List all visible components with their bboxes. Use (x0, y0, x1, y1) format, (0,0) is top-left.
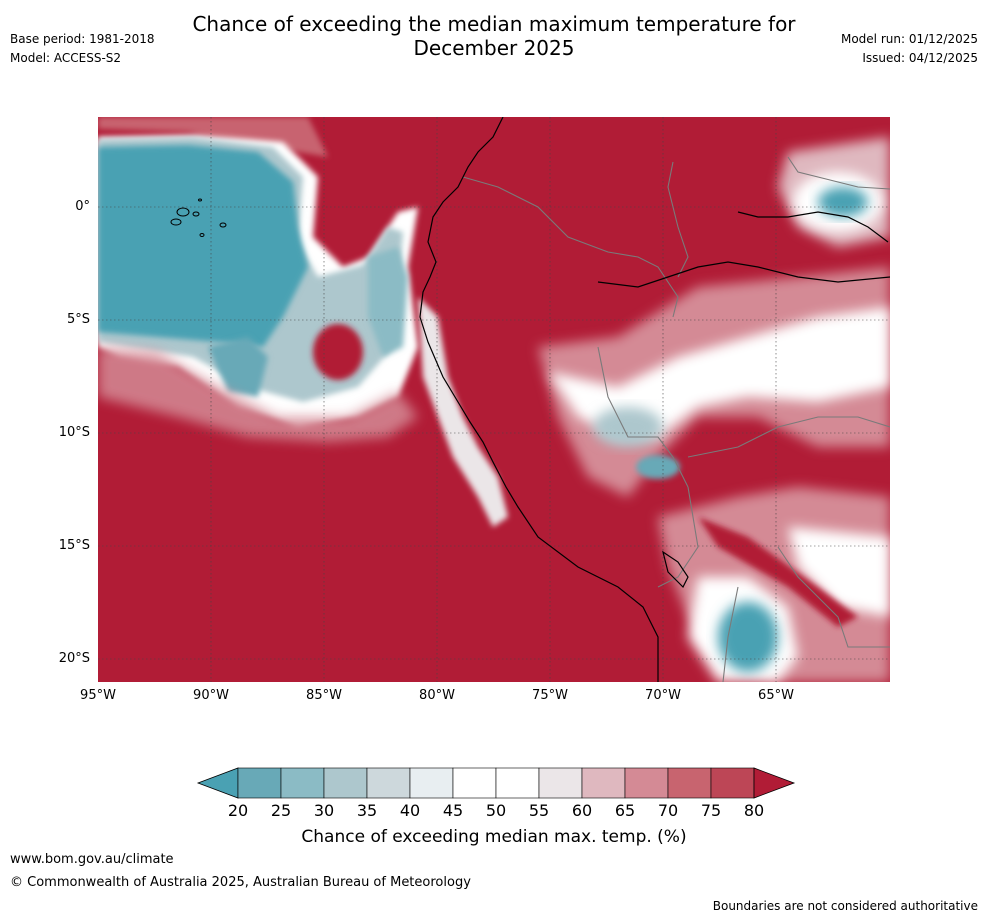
border-bolivia-north (687, 416, 890, 458)
pacific-coast (419, 117, 659, 682)
colorbar-tick-label: 70 (658, 801, 678, 820)
colorbar-tick-label: 65 (615, 801, 635, 820)
probability-map (98, 117, 890, 682)
colorbar-segments (196, 767, 796, 799)
map-title: Chance of exceeding the median maximum t… (0, 12, 988, 60)
warm-band-southeast (698, 517, 858, 627)
colorbar: 20 25 30 35 40 45 50 55 60 65 70 75 80 (196, 767, 796, 820)
border-chile-argentina (722, 586, 739, 682)
colorbar-segment (237, 767, 282, 799)
country-borders (462, 156, 890, 682)
lon-label-75w: 75°W (532, 688, 568, 703)
colorbar-tick-label: 40 (400, 801, 420, 820)
lat-label-15s: 15°S (58, 538, 90, 553)
colorbar-tick-label: 50 (486, 801, 506, 820)
border-colombia-peru (462, 176, 679, 318)
issued-date: Issued: 04/12/2025 (862, 51, 978, 65)
warm-patch-offshore (313, 324, 363, 380)
lat-label-5s: 5°S (66, 312, 90, 327)
colorbar-tick-label: 55 (529, 801, 549, 820)
border-venezuela (787, 156, 890, 190)
colorbar-tick-label: 45 (443, 801, 463, 820)
island-floreana (199, 233, 205, 237)
colorbar-tick-label: 75 (701, 801, 721, 820)
disclaimer-text: Boundaries are not considered authoritat… (712, 899, 978, 913)
island-isabela (176, 207, 190, 217)
colorbar-segment (538, 767, 583, 799)
colorbar-tick-label: 25 (271, 801, 291, 820)
island-fernandina (170, 218, 182, 226)
galapagos-islands (170, 198, 227, 237)
white-zone-central (548, 307, 890, 437)
title-line-1: Chance of exceeding the median maximum t… (192, 12, 796, 36)
colorbar-label: Chance of exceeding median max. temp. (%… (301, 827, 687, 847)
lon-label-85w: 85°W (306, 688, 342, 703)
lon-label-90w: 90°W (193, 688, 229, 703)
teal-lobe-south (208, 337, 268, 397)
lon-label-95w: 95°W (80, 688, 116, 703)
border-peru-brazil (597, 346, 689, 488)
colorbar-segment (409, 767, 454, 799)
model-run: Model run: 01/12/2025 (840, 32, 978, 46)
amazon-river-main (597, 261, 890, 288)
island-santa-cruz (192, 211, 200, 217)
title-line-2: December 2025 (413, 36, 575, 60)
amazon-river-north (737, 211, 889, 243)
lake-titicaca (662, 550, 689, 589)
border-bolivia-south (777, 546, 890, 648)
colorbar-arrow-low (196, 767, 239, 799)
border-peru-bolivia (657, 486, 699, 588)
copyright-text: © Commonwealth of Australia 2025, Austra… (10, 875, 471, 890)
lat-label-20s: 20°S (58, 651, 90, 666)
colorbar-segment (366, 767, 411, 799)
colorbar-tick-label: 35 (357, 801, 377, 820)
colorbar-segment (624, 767, 669, 799)
colorbar-tick-label: 20 (228, 801, 248, 820)
colorbar-segment (495, 767, 540, 799)
map-panel (98, 117, 890, 682)
coastline (419, 117, 890, 682)
teal-lobe-east (368, 247, 408, 357)
colorbar-segment (323, 767, 368, 799)
border-colombia-brazil (667, 161, 689, 278)
meta-right: Model run: 01/12/2025 Issued: 04/12/2025 (841, 30, 978, 68)
white-zone-southeast (788, 527, 890, 617)
lon-label-80w: 80°W (419, 688, 455, 703)
colorbar-segment (581, 767, 626, 799)
meta-left: Base period: 1981-2018 Model: ACCESS-S2 (10, 30, 155, 68)
teal-patch-central (593, 407, 663, 447)
island-san-cristobal (219, 222, 227, 228)
teal-patch-south (718, 602, 778, 672)
teal-region-galapagos (98, 145, 308, 347)
colorbar-tick-label: 60 (572, 801, 592, 820)
colorbar-arrow-high (753, 767, 796, 799)
graticule (98, 117, 890, 682)
teal-patch-northeast (818, 187, 868, 217)
teal-patch-central-2 (636, 455, 680, 479)
coastal-light-band (418, 297, 508, 527)
colorbar-tick-label: 80 (744, 801, 764, 820)
lon-label-70w: 70°W (645, 688, 681, 703)
lat-label-0: 0° (75, 199, 90, 214)
base-period: Base period: 1981-2018 (10, 32, 155, 46)
pink-band-southwest (98, 347, 418, 442)
model-name: Model: ACCESS-S2 (10, 51, 122, 65)
island-genovesa (198, 198, 202, 202)
website-link[interactable]: www.bom.gov.au/climate (10, 852, 174, 867)
colorbar-segment (452, 767, 497, 799)
colorbar-segment (280, 767, 325, 799)
colorbar-segment (667, 767, 712, 799)
lon-label-65w: 65°W (758, 688, 794, 703)
colorbar-segment (710, 767, 755, 799)
lat-label-10s: 10°S (58, 425, 90, 440)
colorbar-ticks: 20 25 30 35 40 45 50 55 60 65 70 75 80 (228, 801, 764, 820)
colorbar-tick-label: 30 (314, 801, 334, 820)
